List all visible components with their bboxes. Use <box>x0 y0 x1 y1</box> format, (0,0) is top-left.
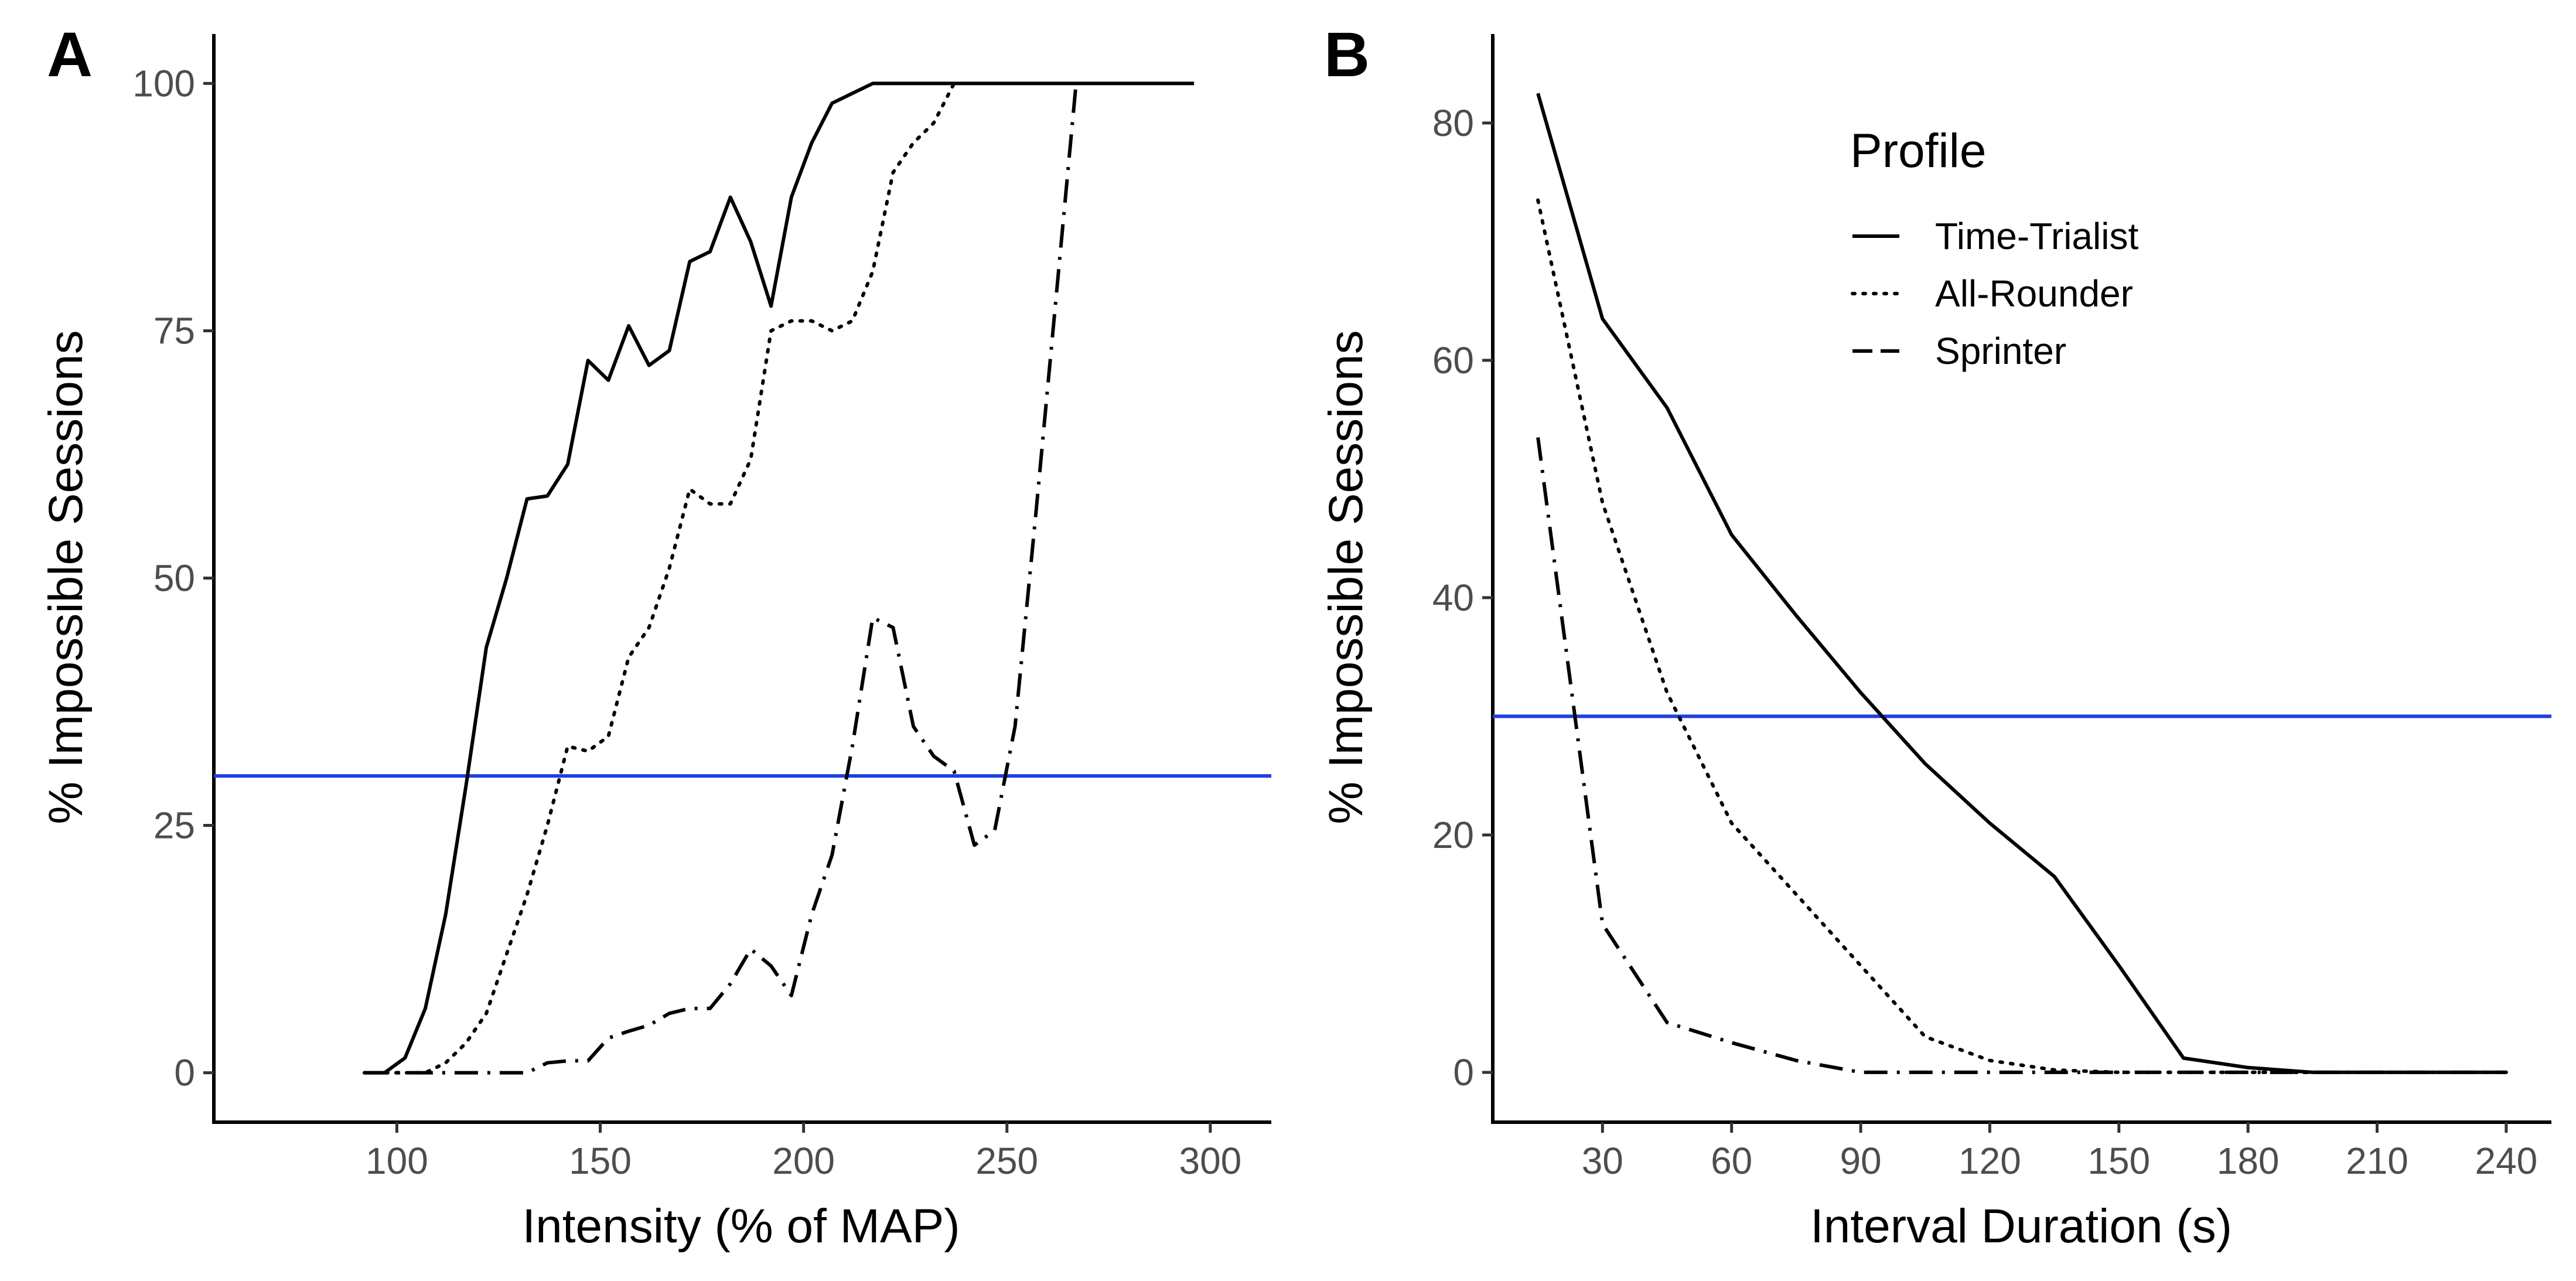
legend-label-sprinter: Sprinter <box>1935 330 2066 372</box>
panel-b-y-tick-label: 40 <box>1432 577 1474 619</box>
legend-title: Profile <box>1850 124 1986 178</box>
panel-b-x-tick-label: 30 <box>1582 1140 1623 1182</box>
panel-b-series-all-rounder <box>1536 198 2508 1074</box>
panel-b-x-tick-label: 90 <box>1840 1140 1881 1182</box>
panel-a-x-tick-label: 200 <box>772 1140 835 1182</box>
panel-a-y-tick-label: 100 <box>132 62 195 104</box>
panel-a-y-axis-title: % Impossible Sessions <box>39 330 93 824</box>
panel-a-x-tick-label: 300 <box>1179 1140 1241 1182</box>
panel-b-series-sprinter <box>1536 437 2506 1074</box>
panel-b-y-tick-label: 20 <box>1432 814 1474 856</box>
panel-b-y-tick-label: 60 <box>1432 339 1474 381</box>
panel-a-x-tick-label: 150 <box>569 1140 632 1182</box>
panel-b: B Interval Duration (s) % Impossible Ses… <box>1319 19 2551 1253</box>
panel-b-y-tick-label: 80 <box>1432 102 1474 144</box>
panel-b-x-tick-label: 180 <box>2217 1140 2280 1182</box>
legend: Profile Time-Trialist All-Rounder Sprint… <box>1850 124 2138 372</box>
legend-label-time-trialist: Time-Trialist <box>1935 215 2138 257</box>
panel-b-x-tick-label: 120 <box>1959 1140 2021 1182</box>
panel-a-series-time-trialist <box>364 81 1195 1075</box>
panel-a-y-tick-label: 0 <box>174 1052 195 1094</box>
panel-a-y-tick-label: 50 <box>153 557 195 599</box>
panel-b-series-time-trialist <box>1536 93 2506 1074</box>
panel-b-x-tick-label: 240 <box>2475 1140 2537 1182</box>
panel-b-x-tick-label: 150 <box>2087 1140 2150 1182</box>
panel-b-letter: B <box>1324 19 1370 90</box>
legend-label-all-rounder: All-Rounder <box>1935 272 2133 315</box>
panel-a-series-all-rounder <box>362 81 956 1075</box>
panel-a-y-tick-label: 75 <box>153 309 195 352</box>
panel-b-y-tick-label: 0 <box>1453 1051 1474 1093</box>
panel-b-y-axis-title: % Impossible Sessions <box>1319 330 1373 824</box>
panel-b-x-axis-title: Interval Duration (s) <box>1810 1200 2232 1253</box>
panel-a-y-tick-label: 25 <box>153 805 195 847</box>
panel-a-letter: A <box>47 19 93 90</box>
panel-b-x-tick-label: 210 <box>2346 1140 2408 1182</box>
panel-a-x-tick-label: 250 <box>975 1140 1038 1182</box>
panel-b-x-tick-label: 60 <box>1711 1140 1752 1182</box>
panel-a: A Intensity (% of MAP) % Impossible Sess… <box>39 19 1271 1253</box>
panel-a-x-tick-label: 100 <box>366 1140 428 1182</box>
panel-a-x-axis-title: Intensity (% of MAP) <box>522 1200 960 1253</box>
